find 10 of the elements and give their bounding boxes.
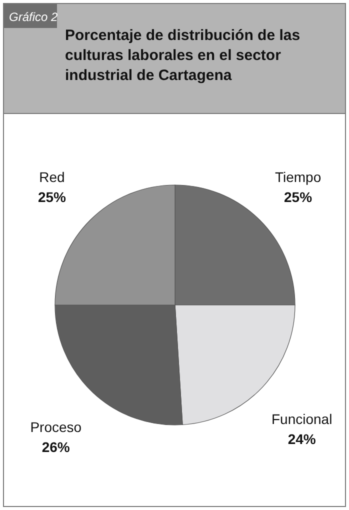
data-label: 24%: [288, 431, 316, 448]
slice-label: Funcional: [271, 411, 332, 428]
text: Gráfico 2: [9, 10, 58, 24]
data-label: 25%: [284, 188, 313, 205]
slice-label: Tiempo: [274, 168, 322, 185]
data-label: 26%: [42, 438, 70, 455]
chart-title: Porcentaje de distribución de las culturas laborales en el sector industrial de Cartagena: [65, 27, 300, 84]
slice-label: Proceso: [30, 418, 82, 435]
slice-label: Red: [39, 168, 65, 185]
data-label: 25%: [38, 188, 67, 205]
